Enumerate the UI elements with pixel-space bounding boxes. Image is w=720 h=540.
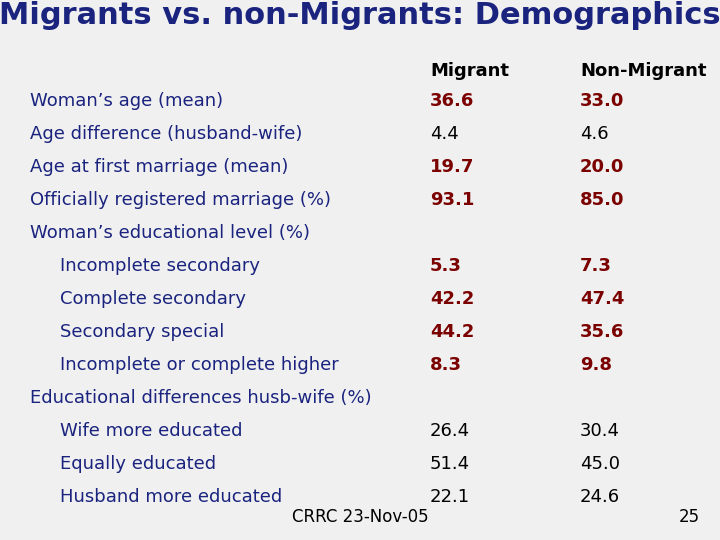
- Text: Equally educated: Equally educated: [60, 455, 216, 473]
- Text: 45.0: 45.0: [580, 455, 620, 473]
- Text: Educational differences husb-wife (%): Educational differences husb-wife (%): [30, 389, 372, 407]
- Text: Incomplete secondary: Incomplete secondary: [60, 257, 260, 275]
- Text: 51.4: 51.4: [430, 455, 470, 473]
- Text: 22.1: 22.1: [430, 488, 470, 506]
- Text: 35.6: 35.6: [580, 323, 624, 341]
- Text: 33.0: 33.0: [580, 92, 624, 110]
- Text: Woman’s age (mean): Woman’s age (mean): [30, 92, 223, 110]
- Text: 26.4: 26.4: [430, 422, 470, 440]
- Text: Woman’s educational level (%): Woman’s educational level (%): [30, 224, 310, 242]
- Text: 44.2: 44.2: [430, 323, 474, 341]
- Text: 19.7: 19.7: [430, 158, 474, 176]
- Text: Migrant: Migrant: [430, 62, 509, 80]
- Text: 8.3: 8.3: [430, 356, 462, 374]
- Text: Officially registered marriage (%): Officially registered marriage (%): [30, 191, 331, 209]
- Text: Complete secondary: Complete secondary: [60, 290, 246, 308]
- Text: 25: 25: [679, 508, 700, 526]
- Text: Non-Migrant: Non-Migrant: [580, 62, 706, 80]
- Text: Secondary special: Secondary special: [60, 323, 225, 341]
- Text: CRRC 23-Nov-05: CRRC 23-Nov-05: [292, 508, 428, 526]
- Text: 85.0: 85.0: [580, 191, 624, 209]
- Text: Wife more educated: Wife more educated: [60, 422, 243, 440]
- Text: Migrants vs. non-Migrants: Demographics: Migrants vs. non-Migrants: Demographics: [0, 1, 720, 30]
- Text: Incomplete or complete higher: Incomplete or complete higher: [60, 356, 338, 374]
- Text: 5.3: 5.3: [430, 257, 462, 275]
- Text: 9.8: 9.8: [580, 356, 612, 374]
- Text: 42.2: 42.2: [430, 290, 474, 308]
- Text: 93.1: 93.1: [430, 191, 474, 209]
- Text: 4.6: 4.6: [580, 125, 608, 143]
- Text: Age at first marriage (mean): Age at first marriage (mean): [30, 158, 289, 176]
- Text: 7.3: 7.3: [580, 257, 612, 275]
- Text: 36.6: 36.6: [430, 92, 474, 110]
- Text: 20.0: 20.0: [580, 158, 624, 176]
- Text: 30.4: 30.4: [580, 422, 620, 440]
- Text: 4.4: 4.4: [430, 125, 459, 143]
- Text: 47.4: 47.4: [580, 290, 624, 308]
- Text: Age difference (husband-wife): Age difference (husband-wife): [30, 125, 302, 143]
- Text: Husband more educated: Husband more educated: [60, 488, 282, 506]
- Text: 24.6: 24.6: [580, 488, 620, 506]
